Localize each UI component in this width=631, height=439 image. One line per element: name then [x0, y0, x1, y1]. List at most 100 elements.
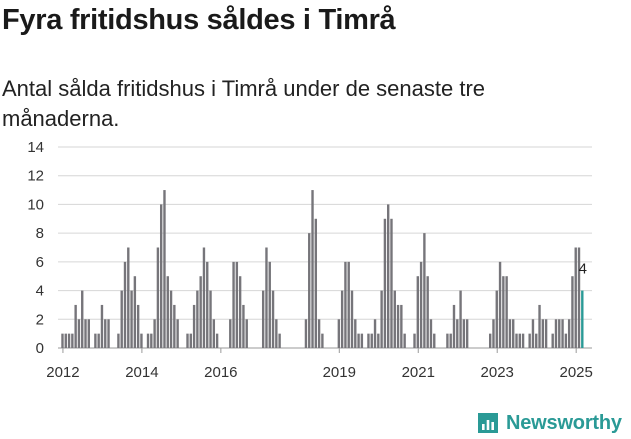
bar [107, 319, 110, 348]
bar [505, 276, 508, 348]
bar [354, 319, 357, 348]
bar [564, 333, 568, 348]
bar [196, 290, 199, 348]
bar [413, 333, 416, 348]
bar [314, 218, 318, 348]
bar [400, 304, 403, 348]
bar [136, 304, 140, 348]
bar [528, 333, 531, 348]
bar [268, 261, 271, 348]
y-tick-label: 0 [36, 340, 44, 357]
bar [61, 333, 64, 348]
bar [502, 276, 505, 348]
bar [189, 333, 192, 348]
bar [153, 319, 156, 348]
bar [462, 319, 466, 348]
x-tick-label: 2016 [204, 364, 237, 381]
bar [176, 319, 179, 348]
bar [94, 333, 97, 348]
bar [104, 319, 107, 348]
bar [377, 333, 380, 348]
bar [357, 333, 360, 348]
bar [360, 333, 364, 348]
bar [265, 247, 268, 348]
bar [238, 276, 242, 348]
bar [574, 247, 577, 348]
bar [311, 190, 314, 348]
bar [535, 333, 538, 348]
y-tick-label: 14 [27, 139, 44, 156]
chart-subtitle: Antal sålda fritidshus i Timrå under de … [2, 76, 486, 131]
y-tick-label: 6 [36, 254, 44, 271]
bar [515, 333, 518, 348]
bar [347, 261, 350, 348]
bar [77, 319, 81, 348]
bar [544, 319, 548, 348]
bar [456, 319, 459, 348]
bar [140, 333, 143, 348]
bar [206, 261, 209, 348]
bar [558, 319, 561, 348]
x-tick-label: 2025 [559, 364, 592, 381]
bar [459, 290, 462, 348]
bar [163, 190, 166, 348]
bar [202, 247, 206, 348]
bar [100, 304, 104, 348]
bar [71, 333, 74, 348]
bar [492, 319, 495, 348]
bar [156, 247, 160, 348]
y-tick-label: 10 [27, 196, 44, 213]
bar [393, 290, 396, 348]
y-tick-label: 4 [36, 283, 44, 300]
bar [308, 233, 311, 348]
x-tick-label: 2019 [323, 364, 356, 381]
bar [561, 319, 564, 348]
bar [235, 261, 239, 348]
bar [518, 333, 521, 348]
bar [383, 218, 387, 348]
bar [123, 261, 127, 348]
bar [508, 319, 512, 348]
bar-latest [581, 290, 584, 348]
bar [390, 218, 393, 348]
y-tick-label: 8 [36, 225, 44, 242]
bar [551, 333, 554, 348]
bar [373, 319, 377, 348]
bar [199, 276, 202, 348]
bar [433, 333, 436, 348]
bar [396, 304, 400, 348]
bar [521, 333, 525, 348]
bar [465, 319, 469, 348]
bar [577, 247, 581, 348]
bar [245, 319, 248, 348]
bar [419, 261, 423, 348]
bar [531, 319, 535, 348]
x-tick-label: 2023 [481, 364, 514, 381]
x-tick-label: 2012 [46, 364, 79, 381]
brand-name: Newsworthy [506, 411, 622, 434]
bar [554, 319, 558, 348]
bar [64, 333, 67, 348]
bar [173, 304, 176, 348]
chart-title: Fyra fritidshus såldes i Timrå [2, 4, 396, 36]
bar [271, 290, 275, 348]
bar [130, 290, 133, 348]
bar [449, 333, 452, 348]
bar [120, 290, 123, 348]
bar [169, 290, 173, 348]
bar [275, 319, 278, 348]
bar [429, 319, 433, 348]
bar [67, 333, 71, 348]
last-value-label: 4 [579, 261, 587, 278]
newsworthy-logo[interactable]: Newsworthy [476, 408, 622, 438]
y-tick-label: 2 [36, 311, 44, 328]
bar [209, 290, 212, 348]
bar [538, 304, 541, 348]
y-tick-label: 12 [27, 168, 44, 185]
bar [446, 333, 449, 348]
bar [344, 261, 347, 348]
bar [166, 276, 169, 348]
bar [87, 319, 90, 348]
bar [84, 319, 87, 348]
bar [416, 276, 419, 348]
